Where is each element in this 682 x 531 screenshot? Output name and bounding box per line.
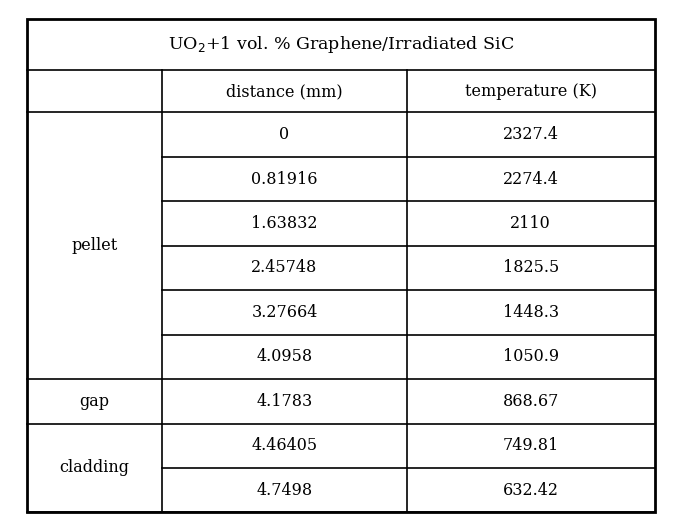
Text: 868.67: 868.67 [503,393,559,410]
Text: 4.46405: 4.46405 [252,437,318,454]
Text: 3.27664: 3.27664 [252,304,318,321]
Text: gap: gap [80,393,110,410]
Text: 2110: 2110 [510,215,551,232]
Text: 4.0958: 4.0958 [256,348,312,365]
Text: 632.42: 632.42 [503,482,559,499]
Text: 0.81916: 0.81916 [251,170,318,187]
Text: 1448.3: 1448.3 [503,304,559,321]
Text: temperature (K): temperature (K) [465,83,597,100]
Text: 4.1783: 4.1783 [256,393,312,410]
Text: pellet: pellet [72,237,118,254]
Text: 1825.5: 1825.5 [503,260,559,277]
Text: 1050.9: 1050.9 [503,348,559,365]
Text: 2274.4: 2274.4 [503,170,559,187]
Text: 1.63832: 1.63832 [251,215,318,232]
Text: distance (mm): distance (mm) [226,83,343,100]
Text: cladding: cladding [60,459,130,476]
Text: 0: 0 [280,126,290,143]
Text: 749.81: 749.81 [503,437,559,454]
Text: UO$_2$+1 vol. % Graphene/Irradiated SiC: UO$_2$+1 vol. % Graphene/Irradiated SiC [168,34,514,55]
Text: 4.7498: 4.7498 [256,482,312,499]
Text: 2327.4: 2327.4 [503,126,559,143]
Text: 2.45748: 2.45748 [252,260,318,277]
